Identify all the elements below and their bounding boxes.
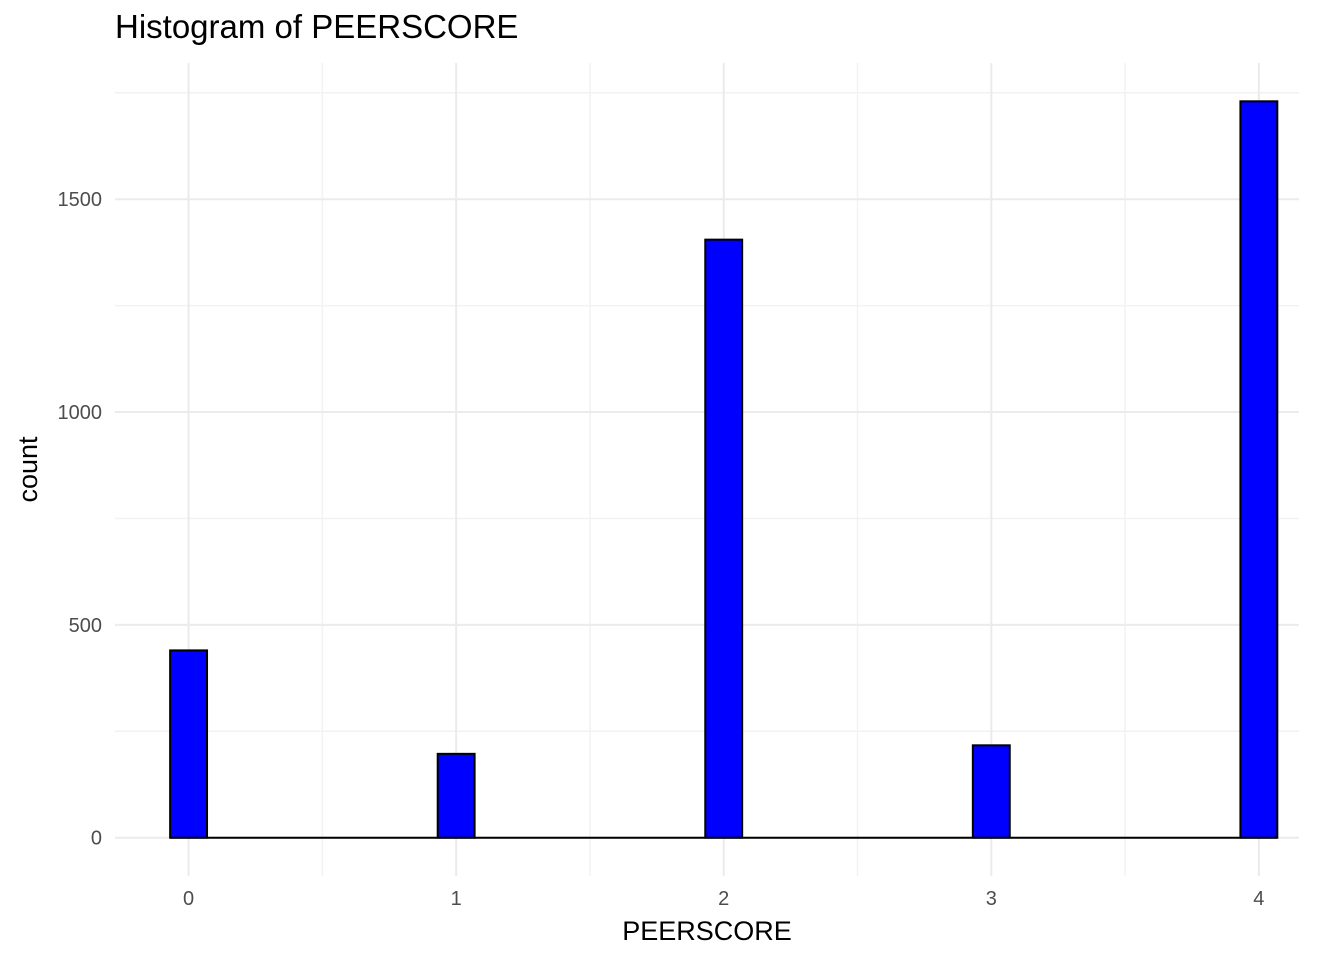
x-axis-title: PEERSCORE (622, 916, 792, 946)
x-tick-label: 1 (451, 888, 462, 910)
y-tick-label: 1500 (58, 189, 103, 211)
x-tick-label: 3 (986, 888, 997, 910)
x-tick-label: 2 (718, 888, 729, 910)
x-tick-label: 0 (183, 888, 194, 910)
y-axis-title: count (13, 436, 43, 503)
y-tick-label: 500 (69, 615, 102, 637)
x-tick-labels: 0 1 2 3 4 (183, 888, 1264, 910)
y-tick-label: 1000 (58, 402, 103, 424)
histogram-bar (1239, 100, 1279, 839)
x-tick-label: 4 (1253, 888, 1264, 910)
histogram-bar (436, 752, 476, 839)
y-tick-labels: 0 500 1000 1500 (58, 189, 103, 849)
histogram-bar (169, 649, 209, 839)
chart-title: Histogram of PEERSCORE (115, 8, 519, 45)
histogram-bar (971, 744, 1011, 839)
histogram-bar (704, 238, 744, 839)
bars (169, 100, 1279, 839)
y-tick-label: 0 (91, 828, 102, 850)
